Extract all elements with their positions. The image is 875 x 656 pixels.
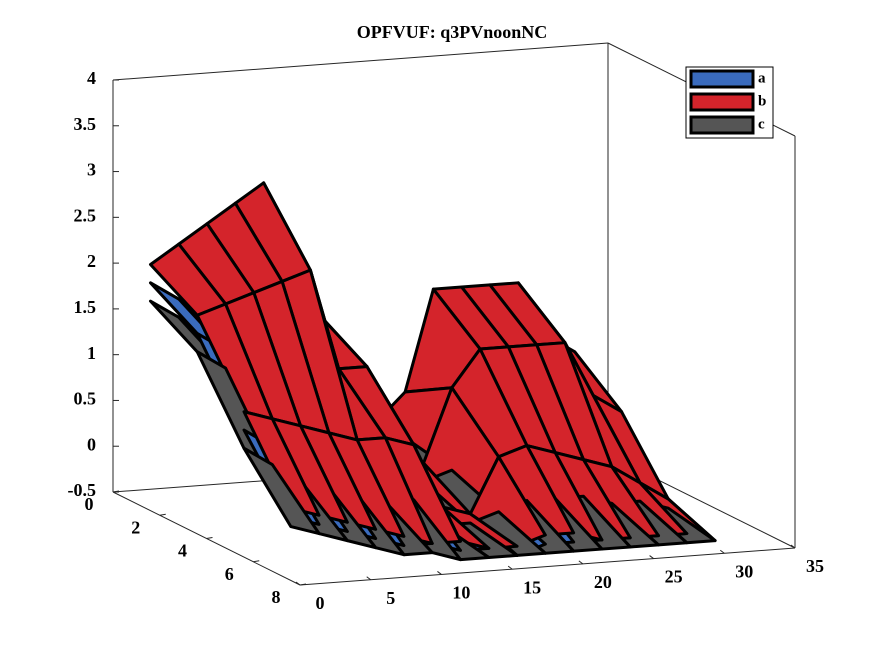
z-tick-label: 1.5 bbox=[74, 297, 97, 317]
chart-title: OPFVUF: q3PVnoonNC bbox=[357, 22, 548, 42]
y-tick bbox=[112, 490, 120, 493]
surfaces bbox=[149, 181, 717, 562]
x-tick-label: 15 bbox=[523, 577, 541, 597]
surface-patch bbox=[242, 446, 321, 536]
y-tick-label: 6 bbox=[225, 564, 234, 584]
z-tick-label: -0.5 bbox=[68, 480, 97, 500]
axis-line bbox=[112, 42, 609, 81]
y-tick bbox=[253, 560, 260, 563]
x-tick bbox=[578, 560, 584, 565]
z-tick-label: 0 bbox=[87, 434, 96, 454]
z-tick-label: 4 bbox=[87, 68, 96, 88]
y-tick-label: 8 bbox=[272, 587, 281, 607]
z-tick-label: 3.5 bbox=[74, 114, 97, 134]
z-tick-label: 0.5 bbox=[74, 389, 97, 409]
legend-label: a bbox=[758, 70, 766, 86]
legend-swatch bbox=[689, 115, 755, 135]
z-tick-label: 1 bbox=[87, 343, 96, 363]
legend-label: b bbox=[758, 93, 766, 109]
x-tick-label: 5 bbox=[386, 588, 395, 608]
axis-line bbox=[299, 547, 796, 586]
z-tick-label: 2 bbox=[87, 251, 96, 271]
x-tick-label: 20 bbox=[594, 572, 612, 592]
y-tick bbox=[206, 537, 213, 539]
y-tick-label: 2 bbox=[131, 517, 140, 537]
x-tick-label: 0 bbox=[316, 593, 325, 613]
x-tick-label: 10 bbox=[452, 583, 470, 603]
legend: abc bbox=[685, 66, 774, 139]
legend-swatch bbox=[689, 92, 755, 112]
x-tick-label: 30 bbox=[735, 561, 753, 581]
y-tick bbox=[299, 583, 307, 586]
legend-label: c bbox=[758, 116, 765, 132]
y-tick-label: 4 bbox=[178, 541, 187, 561]
x-tick bbox=[719, 549, 725, 554]
z-tick-label: 2.5 bbox=[74, 205, 97, 225]
x-tick bbox=[649, 555, 654, 559]
y-tick-label: 0 bbox=[85, 494, 94, 514]
x-tick bbox=[790, 544, 796, 549]
x-tick bbox=[366, 576, 372, 581]
z-tick-label: 3 bbox=[87, 160, 96, 180]
x-tick bbox=[295, 581, 301, 586]
x-tick-label: 35 bbox=[806, 556, 824, 576]
x-tick bbox=[507, 565, 513, 570]
legend-swatch bbox=[689, 69, 755, 89]
y-tick bbox=[159, 513, 166, 516]
x-tick-label: 25 bbox=[665, 567, 683, 587]
x-tick bbox=[437, 571, 442, 575]
